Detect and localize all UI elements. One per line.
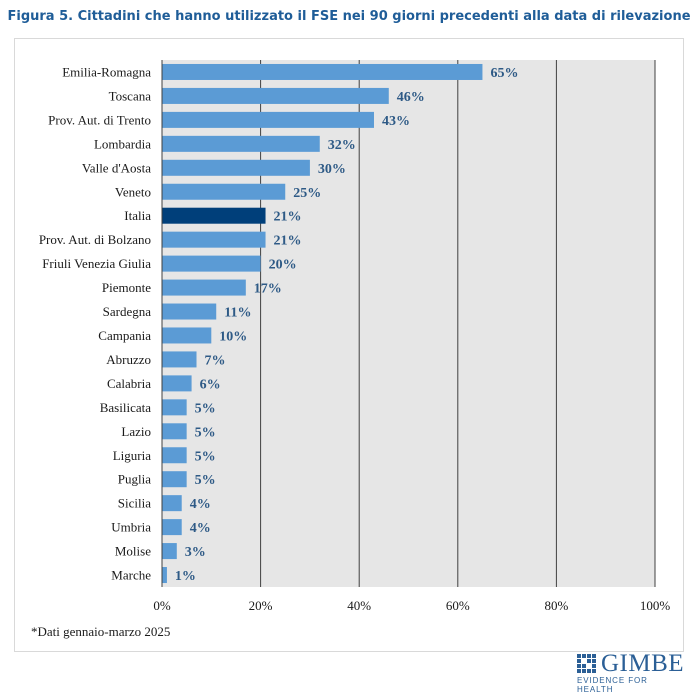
value-label: 20% xyxy=(269,258,297,273)
category-label: Sicilia xyxy=(118,496,151,511)
bar xyxy=(162,255,261,272)
bar xyxy=(162,279,246,296)
bar xyxy=(162,135,320,152)
bar xyxy=(162,351,197,368)
category-label: Marche xyxy=(111,568,151,583)
value-label: 10% xyxy=(219,329,247,344)
value-label: 4% xyxy=(190,521,211,536)
category-label: Prov. Aut. di Trento xyxy=(48,112,151,127)
value-label: 32% xyxy=(328,138,356,153)
value-label: 25% xyxy=(293,186,321,201)
category-label: Friuli Venezia Giulia xyxy=(42,256,151,271)
category-label: Molise xyxy=(115,544,151,559)
value-label: 30% xyxy=(318,162,346,177)
category-label: Piemonte xyxy=(102,280,151,295)
bar xyxy=(162,63,483,80)
category-label: Valle d'Aosta xyxy=(82,160,151,175)
category-label: Lazio xyxy=(121,424,151,439)
category-label: Lombardia xyxy=(94,136,151,151)
bar xyxy=(162,159,310,176)
value-label: 17% xyxy=(254,282,282,297)
value-label: 21% xyxy=(274,234,302,249)
x-tick-label: 40% xyxy=(347,598,371,613)
bar xyxy=(162,519,182,536)
bar xyxy=(162,375,192,392)
value-label: 5% xyxy=(195,449,216,464)
bar xyxy=(162,447,187,464)
x-tick-label: 20% xyxy=(249,598,273,613)
bar xyxy=(162,231,266,248)
logo-tagline: EVIDENCE FOR HEALTH xyxy=(577,676,648,694)
value-label: 4% xyxy=(190,497,211,512)
gimbe-logo-mark-icon xyxy=(577,654,597,674)
value-label: 6% xyxy=(200,377,221,392)
bar xyxy=(162,567,167,584)
category-label: Italia xyxy=(124,208,151,223)
value-label: 3% xyxy=(185,545,206,560)
bar xyxy=(162,543,177,560)
bar xyxy=(162,87,389,104)
value-label: 65% xyxy=(490,66,518,81)
value-label: 46% xyxy=(397,90,425,105)
x-tick-label: 60% xyxy=(446,598,470,613)
value-label: 7% xyxy=(205,353,226,368)
category-label: Sardegna xyxy=(103,304,152,319)
bar xyxy=(162,207,266,224)
bar xyxy=(162,111,374,128)
bar xyxy=(162,495,182,512)
value-label: 11% xyxy=(224,306,251,321)
x-tick-label: 80% xyxy=(544,598,568,613)
category-label: Prov. Aut. di Bolzano xyxy=(39,232,151,247)
bar xyxy=(162,303,217,320)
value-label: 5% xyxy=(195,473,216,488)
bar xyxy=(162,423,187,440)
category-label: Puglia xyxy=(118,472,151,487)
logo-name: GIMBE xyxy=(601,650,685,677)
value-label: 1% xyxy=(175,569,196,584)
category-label: Campania xyxy=(98,328,151,343)
category-label: Umbria xyxy=(111,520,151,535)
category-label: Emilia-Romagna xyxy=(62,64,151,79)
chart-title: Figura 5. Cittadini che hanno utilizzato… xyxy=(7,9,691,24)
bar xyxy=(162,183,286,200)
category-label: Calabria xyxy=(107,376,151,391)
category-label: Liguria xyxy=(113,448,151,463)
value-label: 43% xyxy=(382,114,410,129)
bar xyxy=(162,327,212,344)
value-label: 5% xyxy=(195,425,216,440)
value-label: 21% xyxy=(274,210,302,225)
category-label: Toscana xyxy=(109,88,152,103)
category-label: Basilicata xyxy=(100,400,151,415)
category-label: Veneto xyxy=(115,184,151,199)
x-tick-label: 100% xyxy=(640,598,671,613)
gimbe-logo: GIMBE EVIDENCE FOR HEALTH xyxy=(577,650,685,694)
bar xyxy=(162,399,187,416)
value-label: 5% xyxy=(195,401,216,416)
category-label: Abruzzo xyxy=(106,352,151,367)
x-tick-label: 0% xyxy=(153,598,171,613)
data-footnote: *Dati gennaio-marzo 2025 xyxy=(31,624,171,639)
bar xyxy=(162,471,187,488)
chart-frame xyxy=(14,38,684,652)
